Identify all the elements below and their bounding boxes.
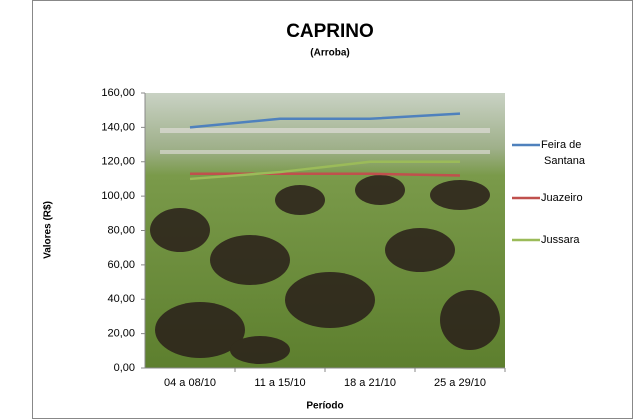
chart-subtitle: (Arroba) <box>310 48 349 59</box>
y-tick-label: 60,00 <box>107 259 135 271</box>
x-tick-label: 25 a 29/10 <box>434 377 486 389</box>
y-tick-label: 140,00 <box>101 121 135 133</box>
chart: CAPRINO (Arroba) Período Valores (R$) 0,… <box>0 0 633 419</box>
x-tick-label: 11 a 15/10 <box>254 377 305 389</box>
y-tick-label: 100,00 <box>101 190 135 202</box>
legend-label: Jussara <box>541 234 580 246</box>
y-tick-label: 40,00 <box>107 293 135 305</box>
y-axis-title: Valores (R$) <box>43 201 54 259</box>
y-tick-label: 20,00 <box>107 328 135 340</box>
x-tick-label: 18 a 21/10 <box>344 377 396 389</box>
background-photo <box>145 93 505 368</box>
x-tick-label: 04 a 08/10 <box>164 377 216 389</box>
chart-title: CAPRINO <box>286 21 374 42</box>
y-tick-label: 80,00 <box>107 224 135 236</box>
y-tick-label: 120,00 <box>101 156 135 168</box>
y-tick-label: 160,00 <box>101 87 135 99</box>
y-tick-label: 0,00 <box>114 362 135 374</box>
legend-label: Juazeiro <box>541 192 583 204</box>
x-axis-title: Período <box>306 401 343 412</box>
